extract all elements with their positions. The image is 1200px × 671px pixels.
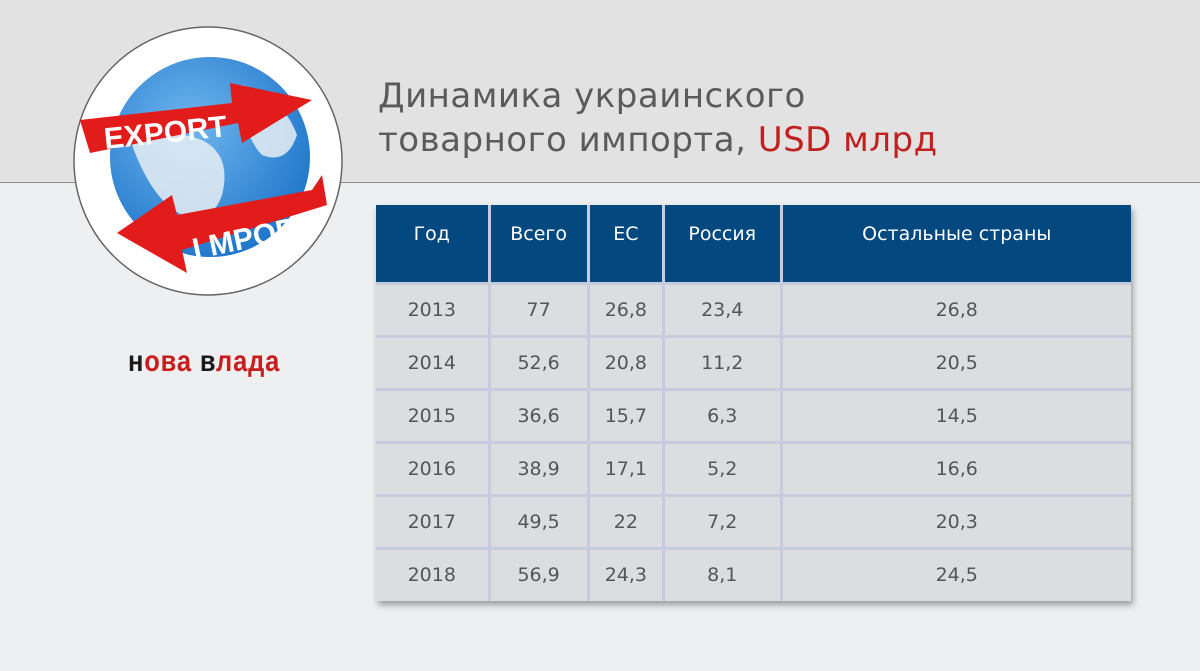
- import-table: Год Всего ЕС Россия Остальные страны 201…: [376, 205, 1131, 601]
- table-row: 2018 56,9 24,3 8,1 24,5: [376, 546, 1131, 601]
- table-cell: 23,4: [662, 281, 783, 338]
- table-cell: 2017: [376, 493, 491, 550]
- table-header-row: Год Всего ЕС Россия Остальные страны: [376, 205, 1131, 285]
- table-cell: 2015: [376, 387, 491, 444]
- table-cell: 49,5: [487, 493, 590, 550]
- table-cell: 38,9: [487, 440, 590, 497]
- table-cell: 20,5: [779, 334, 1131, 391]
- column-header: Год: [376, 205, 491, 285]
- table-cell: 77: [487, 281, 590, 338]
- table-cell: 36,6: [487, 387, 590, 444]
- table-cell: 2014: [376, 334, 491, 391]
- table-cell: 14,5: [779, 387, 1131, 444]
- table-row: 2014 52,6 20,8 11,2 20,5: [376, 334, 1131, 391]
- table-cell: 5,2: [662, 440, 783, 497]
- table-cell: 26,8: [586, 281, 666, 338]
- table-cell: 24,5: [779, 546, 1131, 601]
- column-header: ЕС: [586, 205, 666, 285]
- column-header: Всего: [487, 205, 590, 285]
- table-cell: 2013: [376, 281, 491, 338]
- title-line-1: Динамика украинского: [378, 76, 806, 116]
- table-cell: 20,8: [586, 334, 666, 391]
- column-header: Россия: [662, 205, 783, 285]
- brand-logo: нова влада: [128, 345, 281, 378]
- column-header: Остальные страны: [779, 205, 1131, 285]
- table-cell: 26,8: [779, 281, 1131, 338]
- table-row: 2015 36,6 15,7 6,3 14,5: [376, 387, 1131, 444]
- table-cell: 52,6: [487, 334, 590, 391]
- page-title: Динамика украинского товарного импорта, …: [378, 74, 938, 162]
- table-cell: 22: [586, 493, 666, 550]
- table-row: 2016 38,9 17,1 5,2 16,6: [376, 440, 1131, 497]
- table-cell: 20,3: [779, 493, 1131, 550]
- table-row: 2017 49,5 22 7,2 20,3: [376, 493, 1131, 550]
- title-line-2: товарного импорта,: [378, 120, 758, 160]
- table-cell: 2018: [376, 546, 491, 601]
- table-cell: 56,9: [487, 546, 590, 601]
- title-unit: USD млрд: [757, 120, 938, 160]
- table-cell: 6,3: [662, 387, 783, 444]
- table-cell: 17,1: [586, 440, 666, 497]
- table-cell: 15,7: [586, 387, 666, 444]
- table-row: 2013 77 26,8 23,4 26,8: [376, 281, 1131, 338]
- table-cell: 24,3: [586, 546, 666, 601]
- table-cell: 16,6: [779, 440, 1131, 497]
- export-import-globe-logo: EXPORT I MPORT: [73, 26, 343, 296]
- table-cell: 2016: [376, 440, 491, 497]
- table-cell: 11,2: [662, 334, 783, 391]
- table-cell: 8,1: [662, 546, 783, 601]
- table-cell: 7,2: [662, 493, 783, 550]
